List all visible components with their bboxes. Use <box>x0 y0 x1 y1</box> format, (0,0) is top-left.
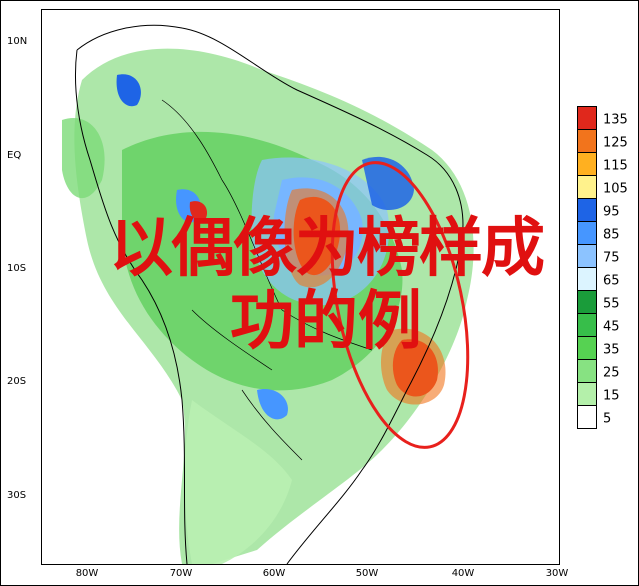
lon-label-60w: 60W <box>262 568 286 579</box>
blue-patch-south <box>257 389 288 420</box>
colorbar-label: 25 <box>603 365 620 380</box>
colorbar-label: 5 <box>603 411 612 426</box>
colorbar-label: 125 <box>603 135 628 150</box>
colorbar-label: 135 <box>603 112 628 127</box>
red-hotspot-northwest <box>189 201 208 221</box>
colorbar-label: 105 <box>603 181 628 196</box>
colorbar-label: 15 <box>603 388 620 403</box>
colorbar-swatch <box>577 152 597 176</box>
colorbar-label: 75 <box>603 250 620 265</box>
green-field-south <box>184 400 292 564</box>
blue-patch-colombia <box>116 74 141 107</box>
colorbar-swatch <box>577 405 597 429</box>
colorbar-swatch <box>577 106 597 130</box>
lon-label-80w: 80W <box>75 568 99 579</box>
colorbar-swatch <box>577 129 597 153</box>
colorbar-label: 35 <box>603 342 620 357</box>
precipitation-map <box>41 9 560 565</box>
colorbar-label: 65 <box>603 273 620 288</box>
orange-hotspot-east <box>380 328 446 405</box>
highlight-ellipse <box>330 161 470 449</box>
south-america-map <box>42 10 559 564</box>
lon-label-70w: 70W <box>169 568 193 579</box>
overlay-line-1: 以偶像为榜样成 <box>109 212 545 286</box>
lat-label-10s: 10S <box>7 263 27 274</box>
colorbar-swatch <box>577 359 597 383</box>
lon-label-40w: 40W <box>451 568 475 579</box>
colorbar-swatch <box>577 175 597 199</box>
colorbar-label: 95 <box>603 204 620 219</box>
colorbar-label: 45 <box>603 319 620 334</box>
green-field-west <box>62 118 105 199</box>
west-coastline <box>74 49 188 564</box>
blue-patch-northeast <box>362 156 414 210</box>
lat-label-30s: 30S <box>7 490 27 501</box>
coastline <box>76 24 464 564</box>
colorbar-label: 55 <box>603 296 620 311</box>
colorbar-swatch <box>577 382 597 406</box>
lat-label-10n: 10N <box>7 36 28 47</box>
colorbar-label: 85 <box>603 227 620 242</box>
lon-label-50w: 50W <box>355 568 379 579</box>
overlay-text: 以偶像为榜样成 功的例 <box>31 212 621 360</box>
colorbar-label: 115 <box>603 158 628 173</box>
overlay-line-2: 功的例 <box>230 285 422 360</box>
lat-label-eq: EQ <box>7 150 22 161</box>
lon-label-30w: 30W <box>545 568 569 579</box>
lat-label-20s: 20S <box>7 376 27 387</box>
country-borders <box>161 99 373 461</box>
